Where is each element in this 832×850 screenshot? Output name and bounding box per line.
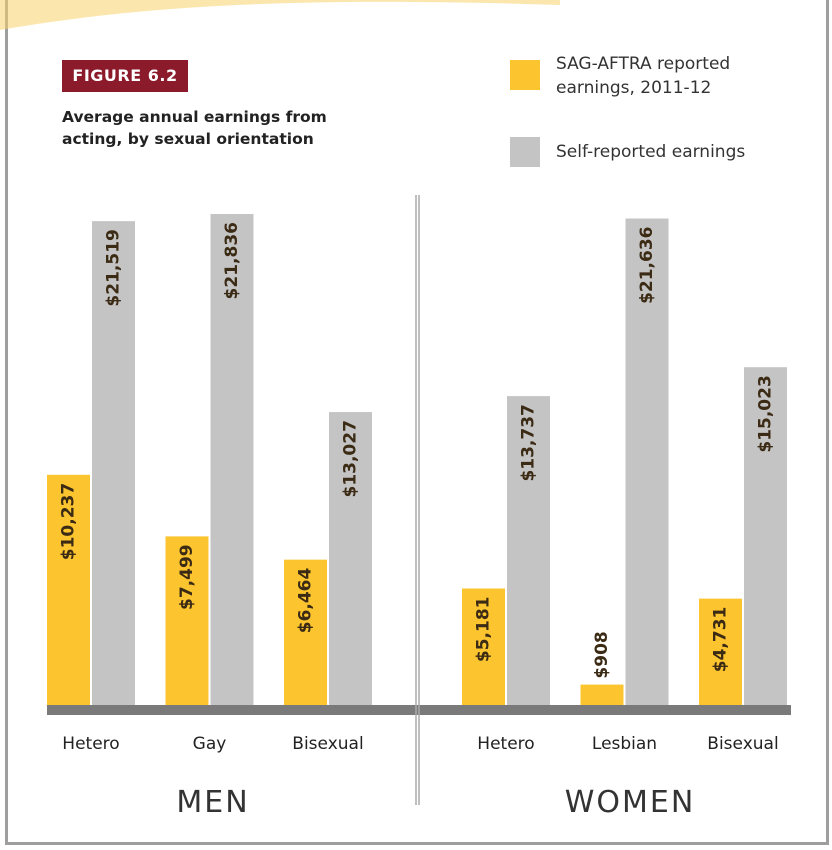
bar — [699, 598, 742, 705]
x-tick-label: Lesbian — [592, 734, 657, 754]
value-label: $13,737 — [519, 404, 539, 481]
bar — [92, 221, 135, 706]
value-label: $21,519 — [104, 229, 124, 306]
group-label: MEN — [176, 785, 249, 820]
chart-title: Average annual earnings from acting, by … — [62, 108, 327, 148]
x-tick-label: Hetero — [62, 734, 119, 754]
value-label: $13,027 — [341, 420, 361, 497]
bar — [625, 218, 669, 705]
figure-label: FIGURE 6.2 — [62, 60, 188, 92]
value-label: $4,731 — [711, 607, 731, 673]
bar — [47, 474, 90, 705]
legend-label: SAG-AFTRA reported earnings, 2011-12 — [556, 54, 731, 98]
frame — [5, 0, 829, 845]
bar — [165, 536, 209, 705]
group-label: WOMEN — [565, 785, 696, 820]
brush-decoration — [0, 0, 560, 30]
value-label: $908 — [592, 631, 612, 678]
legend-swatch — [510, 60, 540, 90]
bar — [507, 396, 550, 705]
value-label: $21,836 — [222, 222, 242, 299]
value-label: $7,499 — [177, 544, 197, 610]
value-label: $5,181 — [474, 597, 494, 663]
bar — [284, 559, 327, 705]
value-label: $21,636 — [637, 226, 657, 303]
bar — [210, 214, 254, 705]
bar — [329, 412, 372, 705]
legend-swatch — [510, 137, 540, 167]
x-tick-label: Hetero — [477, 734, 534, 754]
value-label: $15,023 — [756, 375, 776, 452]
bar — [744, 367, 787, 705]
x-tick-label: Gay — [193, 734, 227, 754]
bar — [462, 588, 505, 705]
value-label: $6,464 — [296, 567, 316, 633]
x-tick-label: Bisexual — [707, 734, 778, 754]
legend-label: Self-reported earnings — [556, 142, 746, 162]
value-label: $10,237 — [59, 483, 79, 560]
bar — [580, 684, 624, 705]
x-tick-label: Bisexual — [292, 734, 363, 754]
